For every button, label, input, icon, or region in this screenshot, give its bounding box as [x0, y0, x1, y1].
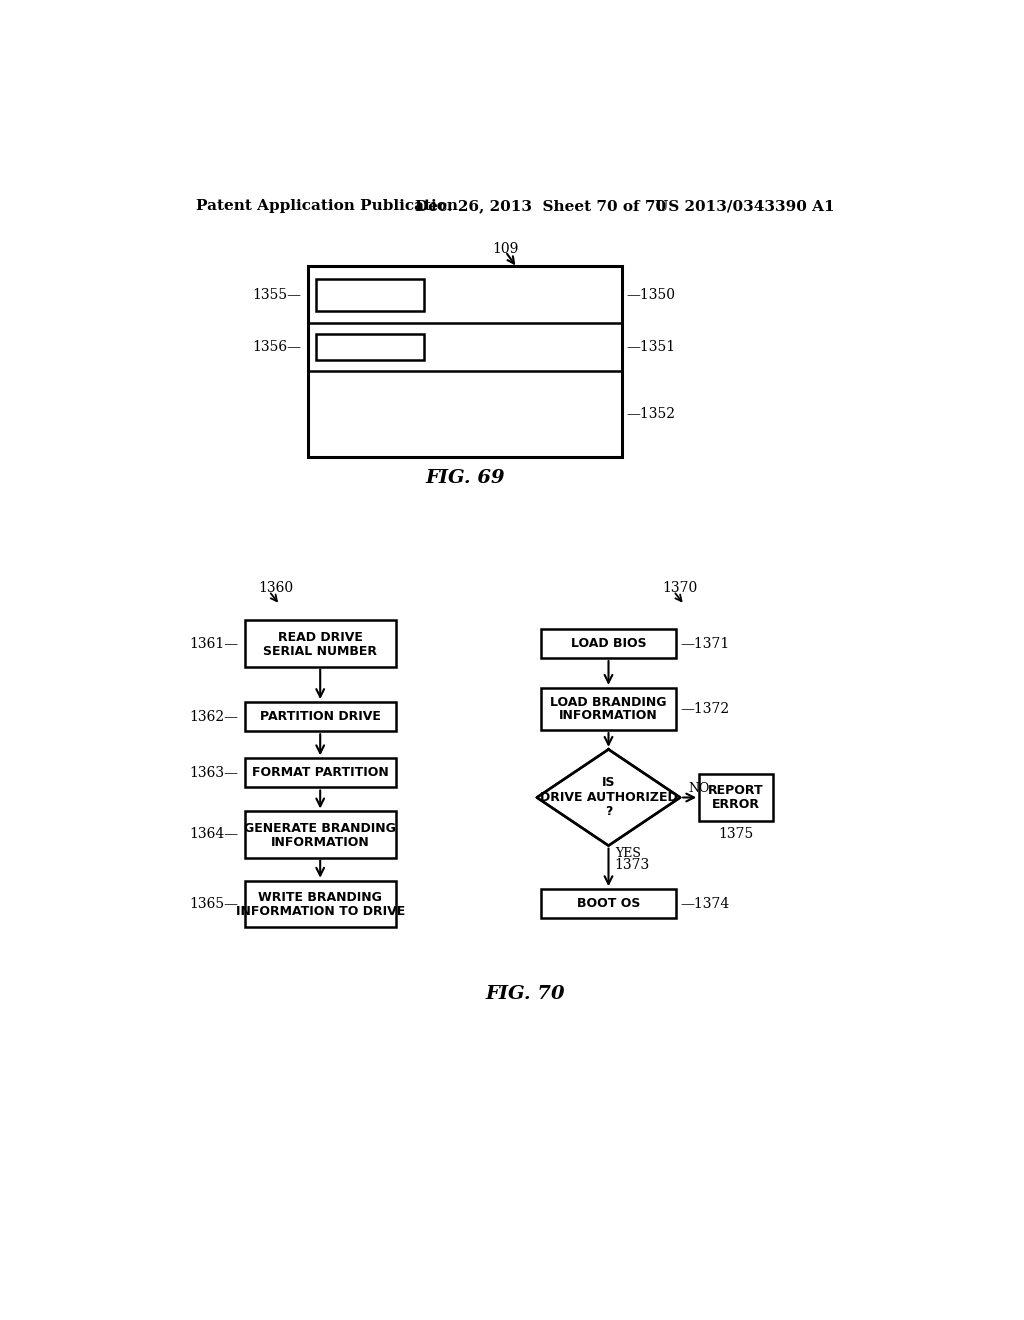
Text: —1372: —1372 — [680, 702, 729, 715]
Bar — [541, 890, 676, 919]
Text: Dec. 26, 2013  Sheet 70 of 70: Dec. 26, 2013 Sheet 70 of 70 — [415, 199, 666, 213]
Text: 109: 109 — [493, 243, 518, 256]
Text: WRITE BRANDING: WRITE BRANDING — [258, 891, 382, 904]
Text: —1351: —1351 — [627, 341, 676, 354]
Bar — [245, 702, 395, 731]
Text: GENERATE BRANDING: GENERATE BRANDING — [245, 822, 396, 834]
Text: YES: YES — [614, 847, 641, 859]
Text: 1355—: 1355— — [253, 288, 302, 302]
Text: READ DRIVE: READ DRIVE — [278, 631, 362, 644]
Text: 1362—: 1362— — [189, 710, 239, 723]
Text: US 2013/0343390 A1: US 2013/0343390 A1 — [655, 199, 835, 213]
Text: LOAD BRANDING: LOAD BRANDING — [550, 696, 667, 709]
Text: NO: NO — [688, 781, 710, 795]
Bar — [315, 334, 424, 360]
Text: —1352: —1352 — [627, 407, 675, 421]
Bar — [541, 628, 676, 659]
Text: 1363—: 1363— — [189, 766, 239, 780]
Text: 1365—: 1365— — [189, 896, 239, 911]
Text: DRIVE AUTHORIZED: DRIVE AUTHORIZED — [540, 791, 677, 804]
Text: INFORMATION TO DRIVE: INFORMATION TO DRIVE — [236, 906, 404, 917]
Text: 1370: 1370 — [663, 581, 698, 595]
Text: 1361—: 1361— — [189, 636, 239, 651]
Text: —1350: —1350 — [627, 288, 675, 302]
Text: INFORMATION: INFORMATION — [559, 709, 657, 722]
Bar — [541, 688, 676, 730]
Bar — [699, 774, 773, 821]
Text: LOAD BIOS: LOAD BIOS — [570, 638, 646, 649]
Text: —1374: —1374 — [680, 896, 729, 911]
Text: 1375: 1375 — [719, 826, 754, 841]
Text: Patent Application Publication: Patent Application Publication — [197, 199, 458, 213]
Text: —1371: —1371 — [680, 636, 729, 651]
Text: IS: IS — [602, 776, 615, 788]
Text: SERIAL NUMBER: SERIAL NUMBER — [263, 644, 377, 657]
Text: ERROR: ERROR — [712, 797, 760, 810]
Text: BOOT OS: BOOT OS — [577, 898, 640, 911]
Text: FIG. 70: FIG. 70 — [485, 985, 564, 1003]
Bar — [245, 880, 395, 927]
Text: PARTITION DRIVE: PARTITION DRIVE — [260, 710, 381, 723]
Text: 1356—: 1356— — [253, 341, 302, 354]
Text: FIG. 69: FIG. 69 — [425, 469, 505, 487]
Bar — [245, 758, 395, 788]
Bar — [315, 279, 424, 310]
Text: REPORT: REPORT — [709, 784, 764, 797]
Text: 1364—: 1364— — [189, 828, 239, 841]
Text: INFORMATION: INFORMATION — [270, 836, 370, 849]
Text: 1360: 1360 — [258, 581, 293, 595]
Bar — [308, 267, 623, 457]
Text: FORMAT PARTITION: FORMAT PARTITION — [252, 767, 388, 779]
Bar — [245, 620, 395, 667]
Bar — [245, 812, 395, 858]
Text: 1373: 1373 — [614, 858, 650, 873]
Polygon shape — [537, 750, 680, 846]
Text: ?: ? — [605, 805, 612, 818]
